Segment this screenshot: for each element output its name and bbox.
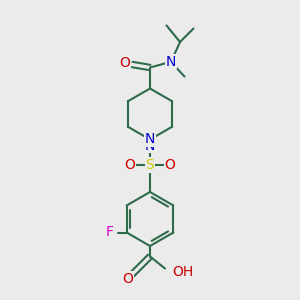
Text: N: N [145, 139, 155, 152]
Text: N: N [166, 55, 176, 68]
Text: O: O [119, 56, 130, 70]
Text: N: N [145, 133, 155, 146]
Text: F: F [106, 226, 114, 239]
Text: OH: OH [172, 265, 194, 278]
Text: O: O [122, 272, 133, 286]
Text: O: O [124, 158, 135, 172]
Text: S: S [146, 158, 154, 172]
Text: O: O [165, 158, 176, 172]
